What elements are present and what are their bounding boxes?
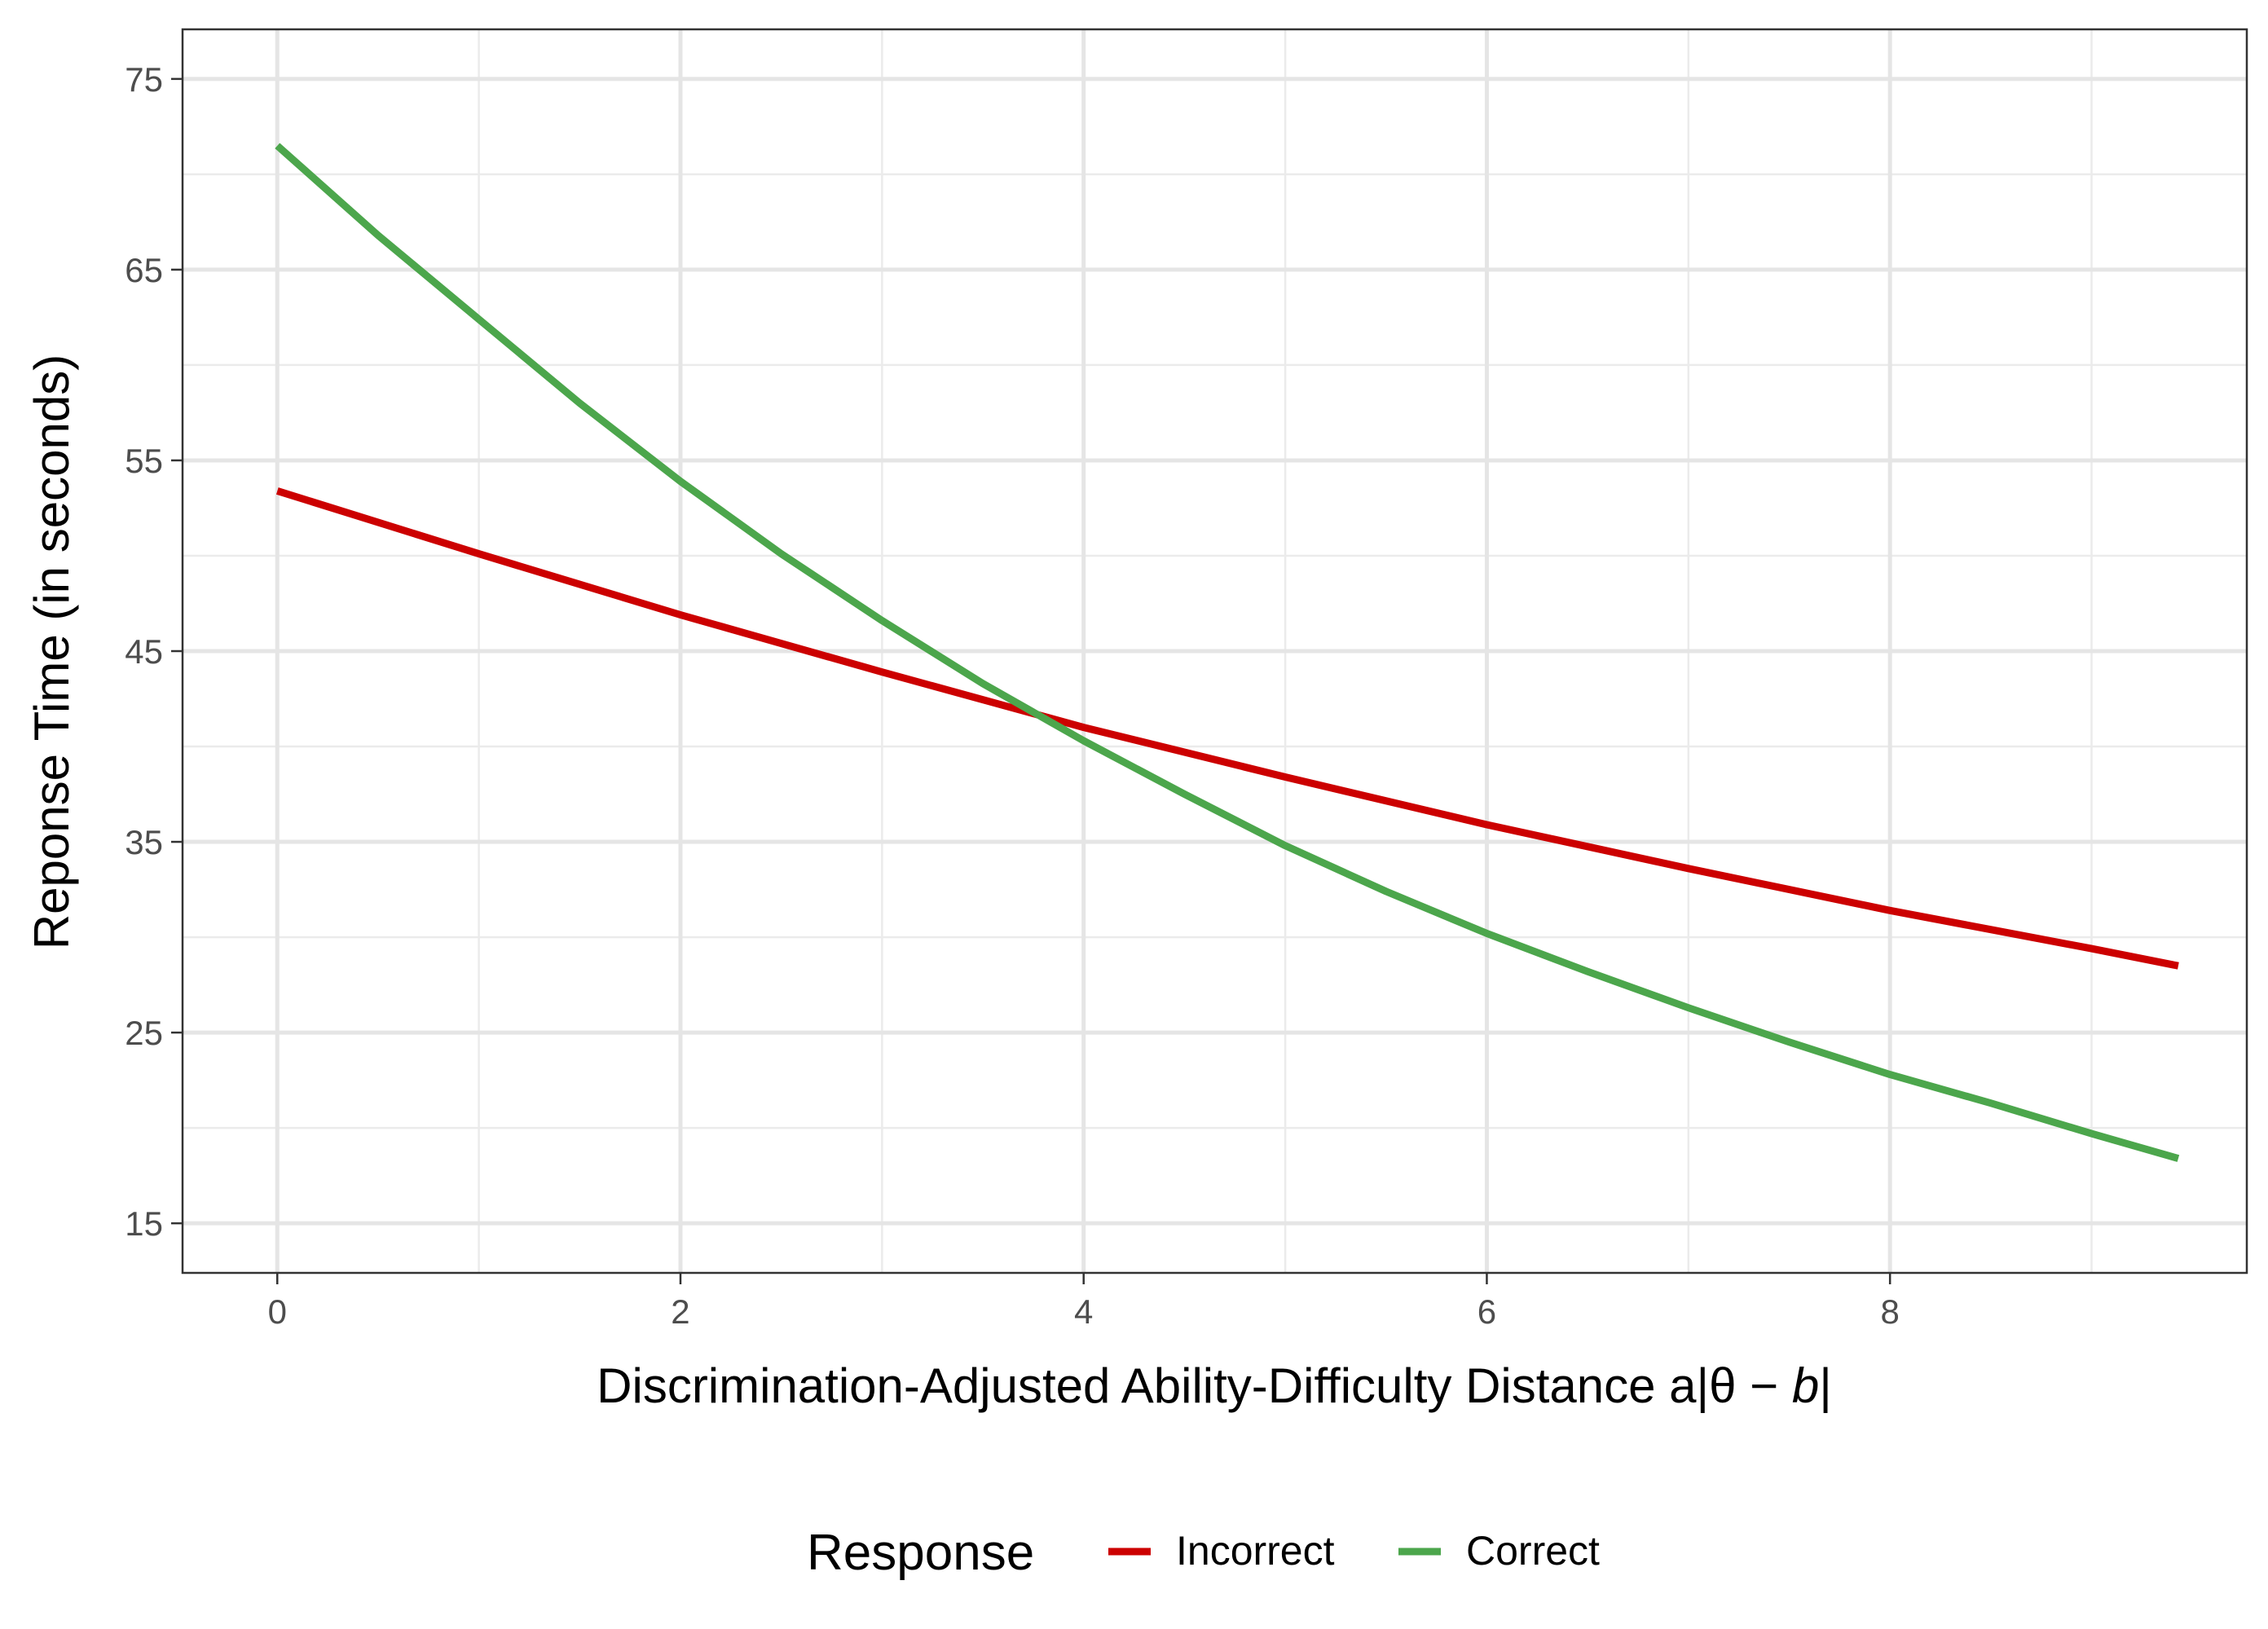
y-axis-title: Reponse Time (in seconds) (24, 354, 79, 949)
legend: Response Incorrect Correct (807, 1525, 1600, 1581)
x-axis-title: Discrimination-Adjusted Ability-Difficul… (597, 1358, 1832, 1413)
x-axis-title-main: Discrimination-Adjusted Ability-Difficul… (597, 1358, 1792, 1413)
y-tick-label: 55 (125, 442, 163, 480)
x-tick-label: 4 (1074, 1292, 1093, 1331)
major-gridlines (183, 29, 2247, 1273)
series-lines (275, 143, 2180, 1162)
x-tick-label: 6 (1478, 1292, 1496, 1331)
y-tick-label: 65 (125, 251, 163, 289)
x-axis-ticks: 0 2 4 6 8 (268, 1273, 1900, 1331)
y-tick-label: 45 (125, 632, 163, 671)
y-axis-ticks: 15 25 35 45 55 65 75 (125, 60, 183, 1243)
x-axis-title-italic: b (1792, 1358, 1819, 1413)
x-tick-label: 8 (1880, 1292, 1899, 1331)
y-tick-label: 75 (125, 60, 163, 99)
x-axis-title-end: | (1819, 1358, 1832, 1413)
series-line-correct (275, 143, 2180, 1162)
legend-label-incorrect: Incorrect (1176, 1528, 1335, 1574)
y-tick-label: 15 (125, 1204, 163, 1243)
x-tick-label: 2 (671, 1292, 689, 1331)
x-tick-label: 0 (268, 1292, 287, 1331)
legend-label-correct: Correct (1466, 1528, 1600, 1574)
y-tick-label: 25 (125, 1014, 163, 1052)
series-line-incorrect (275, 487, 2179, 970)
legend-title: Response (807, 1525, 1034, 1581)
y-tick-label: 35 (125, 823, 163, 861)
